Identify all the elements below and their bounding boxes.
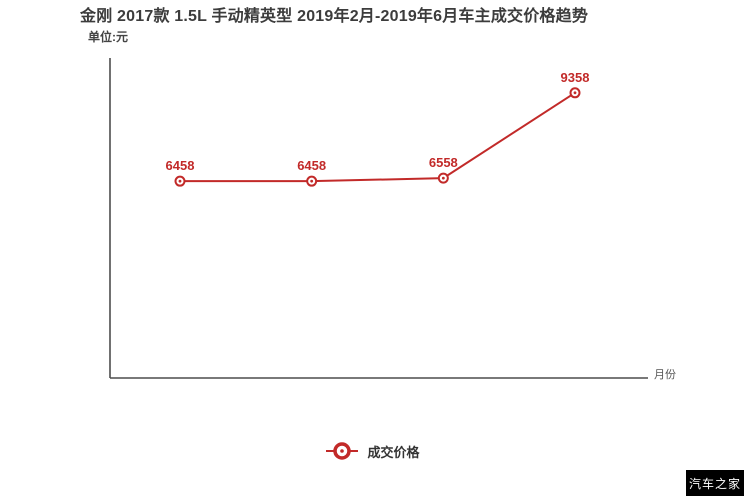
legend: 成交价格 bbox=[0, 440, 744, 462]
legend-label: 成交价格 bbox=[367, 444, 420, 460]
data-point-label: 9358 bbox=[561, 70, 590, 85]
data-point-center-dot bbox=[178, 179, 182, 183]
data-point-label: 6458 bbox=[297, 158, 326, 173]
chart-title: 金刚 2017款 1.5L 手动精英型 2019年2月-2019年6月车主成交价… bbox=[80, 8, 589, 25]
data-point-label: 6458 bbox=[166, 158, 195, 173]
watermark-autohome: 汽车之家 bbox=[686, 470, 744, 496]
legend-line-marker-icon bbox=[326, 442, 359, 460]
data-point-center-dot bbox=[310, 179, 314, 183]
data-point-label: 6558 bbox=[429, 155, 458, 170]
series-line bbox=[180, 91, 576, 183]
data-point-center-dot bbox=[573, 91, 577, 95]
x-axis-label: 月份 bbox=[654, 369, 676, 381]
data-point-center-dot bbox=[441, 176, 445, 180]
y-axis-unit-label: 单位:元 bbox=[88, 30, 128, 44]
